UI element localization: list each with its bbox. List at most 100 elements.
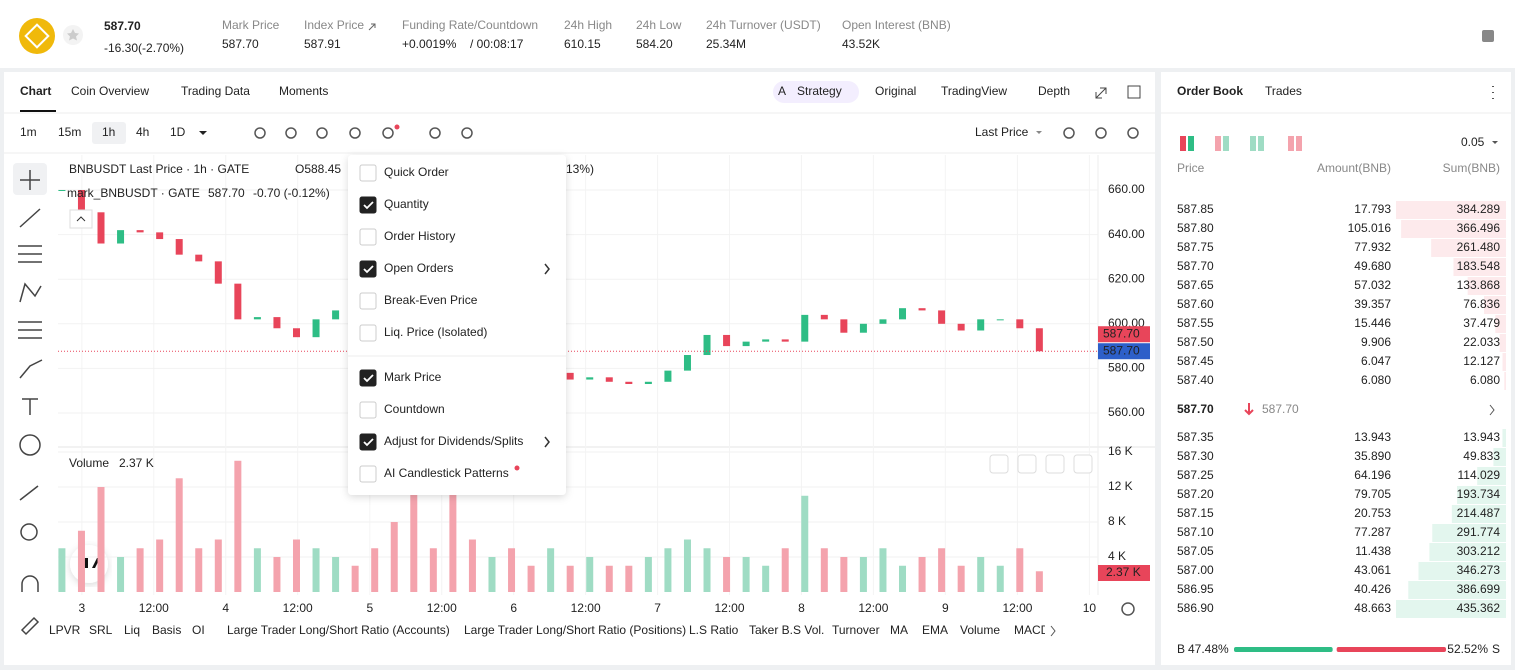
layout-icon[interactable] (1258, 136, 1264, 151)
indicator[interactable]: SRL (89, 623, 113, 637)
interval[interactable]: 1m (20, 125, 37, 139)
chart-tab[interactable]: Chart (20, 84, 51, 98)
menu-item[interactable]: Break-Even Price (384, 293, 478, 307)
layout-icon[interactable] (1215, 136, 1221, 151)
tick-size[interactable]: 0.05 (1461, 135, 1485, 149)
ob-price[interactable]: 587.30 (1177, 449, 1214, 463)
ob-price[interactable]: 586.90 (1177, 601, 1214, 615)
layout-icon[interactable] (1188, 136, 1194, 151)
pane-btn[interactable] (989, 454, 1009, 474)
indicator[interactable]: Basis (152, 623, 181, 637)
toolbar-icon[interactable] (316, 127, 328, 139)
ob-price[interactable]: 587.75 (1177, 240, 1214, 254)
ob-price[interactable]: 587.10 (1177, 525, 1214, 539)
ob-price[interactable]: 587.25 (1177, 468, 1214, 482)
ob-price[interactable]: 586.95 (1177, 582, 1214, 596)
mid-chevron[interactable] (1489, 404, 1495, 416)
tool-zoom[interactable] (20, 523, 38, 541)
tool-line[interactable] (19, 208, 41, 228)
ob-tab[interactable]: Trades (1265, 84, 1302, 98)
view-tab[interactable]: Original (875, 84, 916, 98)
ob-price[interactable]: 587.35 (1177, 430, 1214, 444)
header-icon[interactable] (1482, 30, 1494, 42)
axis-settings[interactable] (1121, 602, 1135, 616)
tool-ruler[interactable] (19, 485, 39, 501)
indicator[interactable]: Large Trader Long/Short Ratio (Positions… (464, 623, 686, 637)
pane-btn[interactable] (1017, 454, 1037, 474)
indicator[interactable]: Large Trader Long/Short Ratio (Accounts) (227, 623, 450, 637)
ob-price[interactable]: 587.85 (1177, 202, 1214, 216)
toolbar-icon[interactable] (429, 127, 441, 139)
checkbox[interactable] (359, 164, 377, 182)
indicator[interactable]: EMA (922, 623, 948, 637)
indicator[interactable]: Taker B.S Vol. (749, 623, 824, 637)
menu-item[interactable]: Open Orders (384, 261, 453, 275)
toolbar-icon[interactable] (382, 127, 394, 139)
ob-price[interactable]: 587.80 (1177, 221, 1214, 235)
tool-pen[interactable] (20, 616, 40, 636)
layout-icon[interactable] (1250, 136, 1256, 151)
checkbox[interactable] (359, 196, 377, 214)
indicator[interactable]: L.S Ratio (689, 623, 739, 637)
checkbox[interactable] (359, 465, 377, 483)
chart-tab[interactable]: Trading Data (181, 84, 250, 98)
checkbox[interactable] (359, 433, 377, 451)
chart-tab[interactable]: Coin Overview (71, 84, 149, 98)
toolbar-icon[interactable] (1063, 127, 1075, 139)
indicator[interactable]: Liq (124, 623, 140, 637)
ob-price[interactable]: 587.20 (1177, 487, 1214, 501)
toolbar-icon[interactable] (1127, 127, 1139, 139)
menu-item[interactable]: Mark Price (384, 370, 442, 384)
window-icon[interactable] (1127, 85, 1141, 99)
indicator[interactable]: Turnover (832, 623, 880, 637)
menu-item[interactable]: Quantity (384, 197, 429, 211)
collapse-btn[interactable] (69, 209, 93, 229)
toolbar-icon[interactable] (461, 127, 473, 139)
checkbox[interactable] (359, 324, 377, 342)
checkbox[interactable] (359, 228, 377, 246)
ob-price[interactable]: 587.70 (1177, 259, 1214, 273)
menu-item[interactable]: AI Candlestick Patterns (384, 466, 509, 480)
toolbar-icon[interactable] (254, 127, 266, 139)
layout-icon[interactable] (1288, 136, 1294, 151)
menu-item[interactable]: Liq. Price (Isolated) (384, 325, 487, 339)
checkbox[interactable] (359, 292, 377, 310)
interval-caret[interactable] (199, 131, 207, 135)
ob-price[interactable]: 587.60 (1177, 297, 1214, 311)
interval[interactable]: 1D (170, 125, 186, 139)
indicator[interactable]: OI (192, 623, 205, 637)
menu-item[interactable]: Countdown (384, 402, 445, 416)
ob-price[interactable]: 587.05 (1177, 544, 1214, 558)
menu-item[interactable]: Quick Order (384, 165, 449, 179)
ob-price[interactable]: 587.15 (1177, 506, 1214, 520)
checkbox[interactable] (359, 369, 377, 387)
view-tab[interactable]: Strategy (797, 84, 842, 98)
tool-magnet[interactable] (21, 575, 39, 592)
tool-cross[interactable] (20, 170, 40, 190)
ob-price[interactable]: 587.65 (1177, 278, 1214, 292)
interval[interactable]: 4h (136, 125, 149, 139)
pane-btn[interactable] (1073, 454, 1093, 474)
checkbox[interactable] (359, 260, 377, 278)
toolbar-icon[interactable] (349, 127, 361, 139)
ob-price[interactable]: 587.45 (1177, 354, 1214, 368)
expand-icon[interactable] (1095, 87, 1107, 99)
menu-item[interactable]: Adjust for Dividends/Splits (384, 434, 523, 448)
layout-icon[interactable] (1180, 136, 1186, 151)
indicator[interactable]: MA (890, 623, 908, 637)
indicator[interactable]: LPVR (49, 623, 81, 637)
toolbar-icon[interactable] (1095, 127, 1107, 139)
tool-text[interactable] (22, 398, 38, 415)
view-tab[interactable]: Depth (1038, 84, 1070, 98)
menu-item[interactable]: Order History (384, 229, 455, 243)
interval[interactable]: 15m (58, 125, 81, 139)
tool-brush[interactable] (19, 359, 43, 379)
ob-price[interactable]: 587.00 (1177, 563, 1214, 577)
ob-tab[interactable]: Order Book (1177, 84, 1243, 98)
tool-emoji[interactable] (19, 434, 41, 456)
checkbox[interactable] (359, 401, 377, 419)
tool-channel[interactable] (18, 245, 42, 263)
layout-icon[interactable] (1296, 136, 1302, 151)
ob-price[interactable]: 587.55 (1177, 316, 1214, 330)
layout-icon[interactable] (1223, 136, 1229, 151)
